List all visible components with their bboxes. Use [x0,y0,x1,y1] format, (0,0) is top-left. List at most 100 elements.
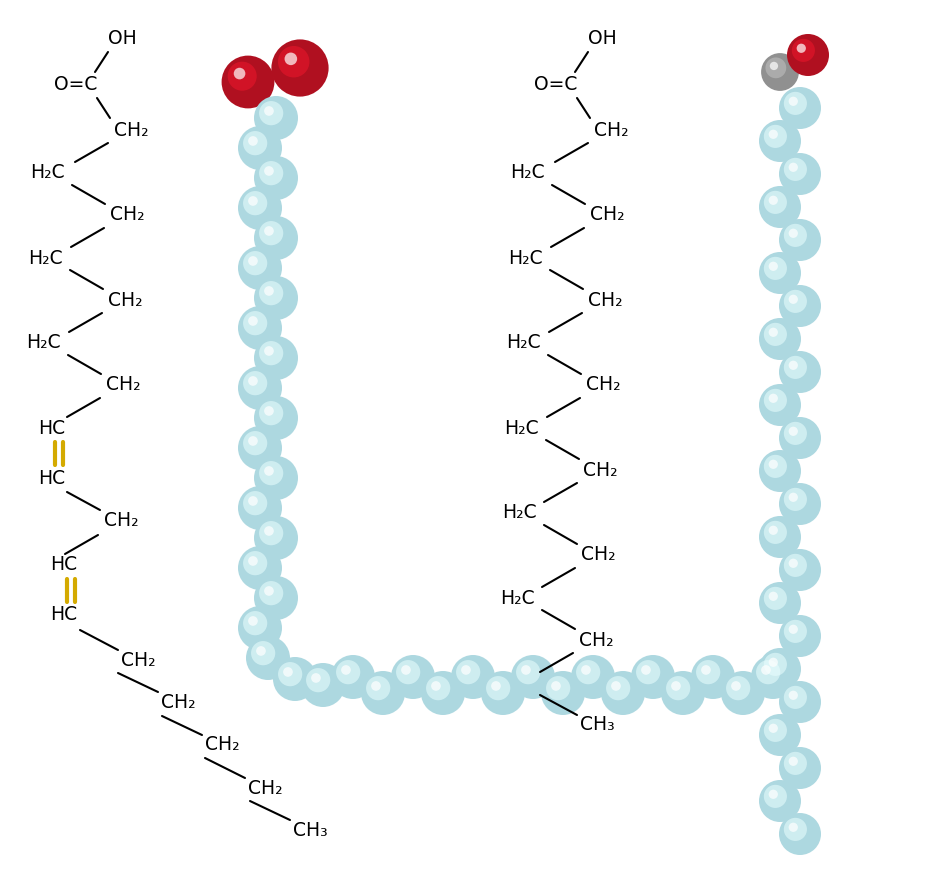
Circle shape [264,466,274,475]
Circle shape [391,655,435,699]
Circle shape [779,615,821,657]
Circle shape [254,216,298,260]
Circle shape [764,191,787,214]
Circle shape [571,655,615,699]
Text: HC: HC [50,556,78,574]
Circle shape [764,653,787,676]
Circle shape [551,681,560,690]
Circle shape [784,686,807,709]
Circle shape [784,554,807,577]
Text: OH: OH [588,29,616,47]
Circle shape [238,306,282,350]
Text: CH₂: CH₂ [594,121,629,140]
Circle shape [272,39,329,97]
Circle shape [751,655,795,699]
Circle shape [769,657,778,667]
Circle shape [243,251,267,275]
Circle shape [779,219,821,261]
Circle shape [792,38,815,62]
Circle shape [456,660,480,684]
Circle shape [769,328,778,336]
Circle shape [784,488,807,511]
Circle shape [248,316,258,326]
Circle shape [661,671,705,715]
Circle shape [248,496,258,506]
Circle shape [254,576,298,620]
Circle shape [769,460,778,468]
Circle shape [759,252,801,294]
Circle shape [641,665,651,675]
Circle shape [769,592,778,601]
Circle shape [248,256,258,266]
Circle shape [251,641,276,665]
Circle shape [248,556,258,565]
Circle shape [228,62,257,91]
Circle shape [256,646,266,656]
Circle shape [761,53,799,91]
Circle shape [636,660,660,684]
Circle shape [788,427,798,436]
Circle shape [243,611,267,635]
Circle shape [238,246,282,290]
Text: H₂C: H₂C [502,503,537,523]
Text: HC: HC [50,606,78,625]
Circle shape [248,196,258,205]
Circle shape [254,96,298,140]
Circle shape [759,318,801,360]
Circle shape [784,158,807,181]
Circle shape [764,521,787,544]
Circle shape [238,186,282,230]
Circle shape [238,546,282,590]
Circle shape [311,673,320,683]
Circle shape [426,676,450,700]
Circle shape [779,153,821,195]
Circle shape [764,125,787,148]
Circle shape [486,676,510,700]
Circle shape [764,785,787,808]
Circle shape [788,822,798,832]
Circle shape [701,665,711,675]
Circle shape [759,648,801,690]
Circle shape [759,714,801,756]
Text: OH: OH [108,29,136,47]
Circle shape [264,346,274,356]
Circle shape [243,191,267,215]
Circle shape [788,690,798,700]
Circle shape [491,681,501,690]
Circle shape [764,323,787,346]
Circle shape [511,655,555,699]
Text: CH₂: CH₂ [114,121,149,140]
Circle shape [521,665,531,675]
Circle shape [451,655,495,699]
Circle shape [764,586,787,610]
Circle shape [769,790,778,799]
Circle shape [278,46,309,78]
Circle shape [283,667,292,676]
Circle shape [264,526,274,536]
Circle shape [784,752,807,775]
Circle shape [301,663,345,707]
Text: CH₂: CH₂ [590,205,625,225]
Circle shape [769,393,778,403]
Circle shape [696,660,720,684]
Circle shape [264,286,274,295]
Circle shape [721,671,765,715]
Circle shape [576,660,601,684]
Circle shape [779,549,821,591]
Circle shape [788,757,798,766]
Circle shape [779,87,821,129]
Circle shape [788,493,798,502]
Circle shape [756,660,780,684]
Circle shape [238,426,282,470]
Circle shape [246,636,290,680]
Text: H₂C: H₂C [30,163,64,183]
Text: HC: HC [38,468,65,488]
Text: CH₃: CH₃ [293,821,328,840]
Text: H₂C: H₂C [506,334,541,352]
Circle shape [788,625,798,634]
Text: CH₂: CH₂ [161,692,195,711]
Circle shape [788,97,798,106]
Circle shape [779,747,821,789]
Circle shape [396,660,420,684]
Text: CH₂: CH₂ [586,376,620,394]
